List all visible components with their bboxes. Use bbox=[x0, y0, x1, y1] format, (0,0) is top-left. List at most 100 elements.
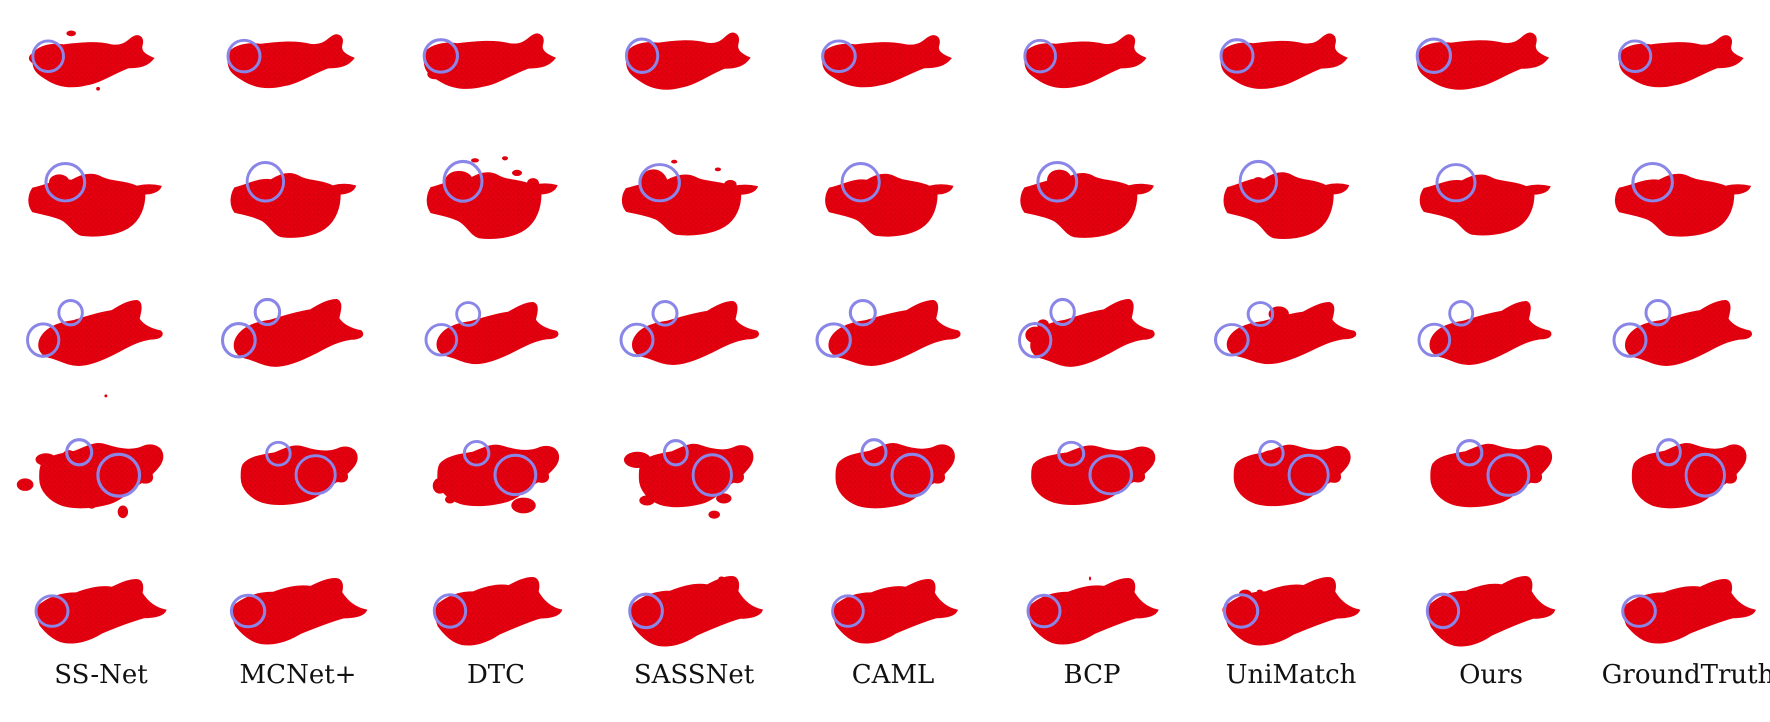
highlight-circle bbox=[651, 300, 679, 327]
highlight-circle bbox=[638, 163, 681, 203]
highlight-circle bbox=[662, 439, 689, 467]
segmentation-mesh bbox=[638, 443, 754, 508]
highlight-circle bbox=[1057, 440, 1086, 467]
false-positive-fragment bbox=[1031, 48, 1049, 61]
false-positive-fragment bbox=[1256, 589, 1263, 594]
segmentation-mesh bbox=[825, 173, 954, 237]
segmentation-mesh bbox=[1220, 33, 1348, 89]
highlight-circle bbox=[432, 593, 468, 629]
highlight-circle bbox=[1023, 38, 1057, 74]
highlight-circle bbox=[1213, 323, 1250, 357]
segmentation-cell bbox=[835, 438, 955, 509]
segmentation-cell bbox=[1631, 438, 1747, 509]
highlight-circle bbox=[220, 321, 257, 359]
segmentation-mesh bbox=[240, 445, 358, 506]
false-positive-fragment bbox=[1047, 169, 1072, 190]
highlight-circle bbox=[57, 298, 84, 327]
false-positive-fragment bbox=[104, 394, 108, 398]
false-positive-fragment bbox=[872, 593, 881, 600]
false-positive-fragment bbox=[714, 167, 721, 172]
segmentation-cell bbox=[1621, 579, 1756, 644]
segmentation-mesh bbox=[833, 579, 958, 644]
segmentation-mesh bbox=[437, 444, 560, 507]
segmentation-mesh bbox=[1430, 443, 1553, 508]
segmentation-mesh bbox=[1625, 299, 1753, 366]
segmentation-cell bbox=[1222, 576, 1361, 646]
highlight-circle bbox=[628, 592, 664, 630]
segmentation-cell bbox=[34, 579, 167, 644]
segmentation-grid bbox=[16, 30, 1756, 647]
segmentation-cell bbox=[1018, 297, 1155, 367]
false-positive-fragment bbox=[66, 30, 76, 37]
false-positive-fragment bbox=[632, 50, 648, 66]
segmentation-cell bbox=[1415, 32, 1550, 90]
false-positive-fragment bbox=[87, 502, 96, 509]
false-positive-fragment bbox=[1510, 487, 1519, 494]
highlight-circle bbox=[1448, 300, 1475, 327]
method-label-ss-net: SS-Net bbox=[54, 660, 148, 690]
segmentation-cell bbox=[815, 298, 961, 366]
highlight-circle bbox=[226, 38, 262, 74]
segmentation-mesh bbox=[1623, 579, 1756, 644]
segmentation-cell bbox=[821, 35, 952, 88]
segmentation-cell bbox=[1425, 575, 1556, 647]
method-label-sassnet: SASSNet bbox=[633, 660, 755, 690]
segmentation-cell bbox=[1213, 301, 1357, 365]
false-positive-fragment bbox=[432, 49, 445, 58]
false-positive-fragment bbox=[117, 505, 129, 519]
segmentation-mesh bbox=[1028, 578, 1159, 645]
segmentation-mesh bbox=[1226, 302, 1357, 365]
highlight-circle bbox=[1018, 321, 1053, 359]
highlight-circle bbox=[1655, 438, 1682, 467]
highlight-circle bbox=[821, 39, 857, 73]
highlight-circle bbox=[815, 322, 852, 358]
false-positive-fragment bbox=[648, 476, 665, 489]
segmentation-cell bbox=[1417, 300, 1552, 366]
segmentation-cell bbox=[623, 439, 754, 519]
highlight-circle bbox=[442, 159, 484, 203]
false-positive-fragment bbox=[1089, 576, 1091, 581]
false-positive-fragment bbox=[623, 451, 651, 468]
highlight-circle bbox=[691, 453, 733, 497]
segmentation-cell bbox=[1031, 440, 1156, 506]
highlight-circle bbox=[1621, 594, 1657, 628]
false-positive-fragment bbox=[471, 158, 479, 163]
segmentation-mesh bbox=[1031, 445, 1156, 506]
highlight-circle bbox=[840, 162, 881, 203]
segmentation-mesh bbox=[630, 575, 763, 647]
segmentation-mesh bbox=[1618, 35, 1744, 88]
segmentation-cell bbox=[1026, 576, 1159, 645]
false-positive-fragment bbox=[1222, 602, 1244, 618]
false-positive-fragment bbox=[1025, 326, 1045, 344]
segmentation-cell bbox=[432, 439, 560, 514]
segmentation-cell bbox=[624, 32, 751, 90]
segmentation-mesh bbox=[434, 576, 563, 646]
false-positive-fragment bbox=[158, 610, 162, 614]
segmentation-cell bbox=[621, 159, 759, 236]
method-label-bcp: BCP bbox=[1063, 660, 1121, 690]
segmentation-cell bbox=[16, 438, 164, 519]
highlight-circle bbox=[1222, 593, 1260, 629]
segmentation-mesh bbox=[1429, 301, 1552, 366]
segmentation-mesh bbox=[1419, 174, 1551, 236]
segmentation-mesh bbox=[632, 301, 760, 366]
highlight-circle bbox=[1219, 38, 1255, 74]
highlight-circle bbox=[1036, 160, 1079, 203]
false-positive-fragment bbox=[54, 627, 66, 635]
highlight-circle bbox=[1684, 452, 1726, 498]
highlight-circle bbox=[265, 440, 292, 467]
highlight-circle bbox=[1455, 439, 1484, 467]
false-positive-fragment bbox=[1268, 306, 1289, 322]
segmentation-cell bbox=[220, 297, 364, 367]
segmentation-cell bbox=[230, 160, 357, 238]
segmentation-cell bbox=[1617, 35, 1744, 88]
segmentation-mesh bbox=[231, 578, 368, 645]
highlight-circle bbox=[229, 593, 267, 629]
segmentation-mesh bbox=[1030, 298, 1155, 367]
false-positive-fragment bbox=[1324, 600, 1333, 607]
highlight-circle bbox=[493, 453, 538, 497]
segmentation-cell bbox=[831, 579, 958, 644]
highlight-circle bbox=[890, 452, 934, 498]
segmentation-mesh bbox=[28, 173, 162, 237]
